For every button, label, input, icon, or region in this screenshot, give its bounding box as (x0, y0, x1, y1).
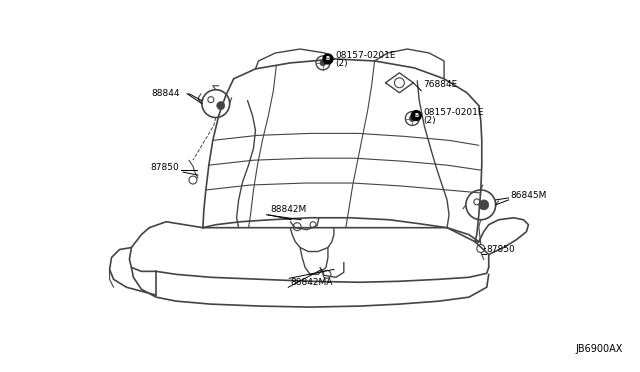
Circle shape (323, 54, 333, 64)
Text: B: B (414, 113, 419, 118)
Text: (2): (2) (423, 116, 436, 125)
Text: 87850: 87850 (150, 163, 179, 171)
Text: JB6900AX: JB6900AX (575, 344, 623, 354)
Text: 88842M: 88842M (270, 205, 307, 214)
Circle shape (217, 102, 225, 110)
Circle shape (410, 116, 415, 122)
Text: (2): (2) (335, 60, 348, 68)
Circle shape (320, 60, 326, 66)
Circle shape (479, 200, 489, 210)
Text: 88844: 88844 (151, 89, 180, 98)
Text: B: B (326, 57, 330, 61)
Text: 76884E: 76884E (423, 80, 458, 89)
Text: 88842MA: 88842MA (290, 278, 333, 287)
Circle shape (412, 110, 421, 121)
Text: 08157-0201E: 08157-0201E (335, 51, 396, 61)
Text: 87850: 87850 (487, 245, 515, 254)
Text: 86845M: 86845M (511, 192, 547, 201)
Text: 08157-0201E: 08157-0201E (423, 108, 484, 117)
